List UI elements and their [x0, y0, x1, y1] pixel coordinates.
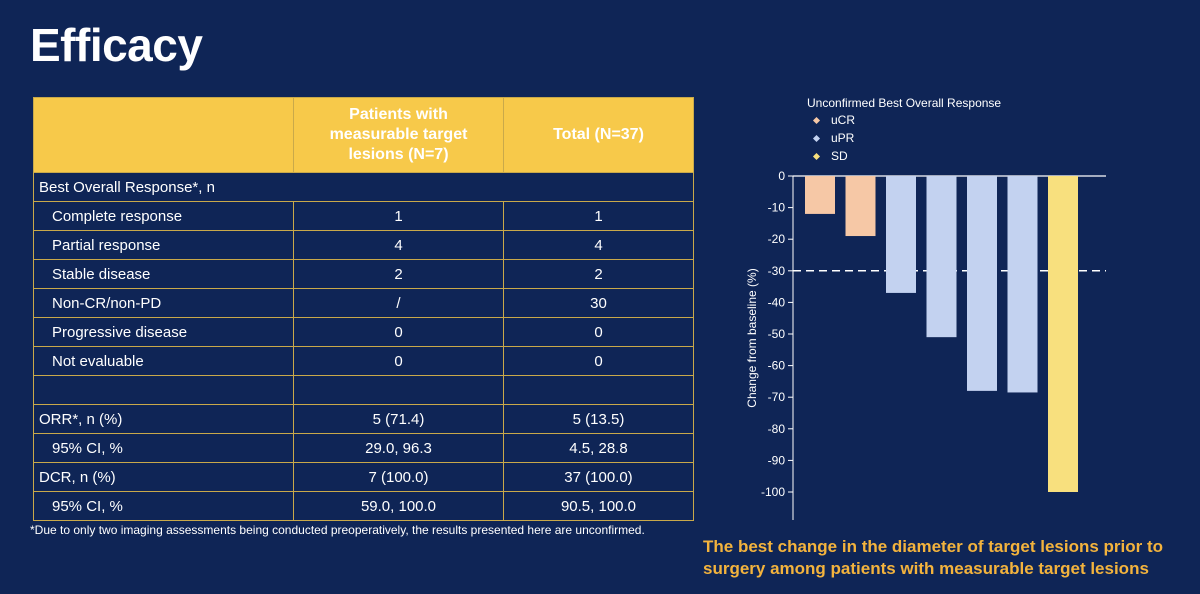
page-title: Efficacy [30, 19, 203, 71]
header-cell-total: Total (N=37) [503, 97, 694, 173]
cell-total: 1 [503, 201, 694, 231]
table-row: Stable disease 2 2 [33, 259, 694, 289]
cell-total: 2 [503, 259, 694, 289]
y-tick-label: -10 [768, 201, 786, 215]
row-label: Stable disease [33, 259, 294, 289]
y-tick-label: -20 [768, 232, 786, 246]
y-tick-label: -40 [768, 295, 786, 309]
bar-1-ucr [805, 176, 835, 214]
cell-measurable: 59.0, 100.0 [293, 491, 504, 521]
y-tick-label: -80 [768, 422, 786, 436]
cell-total: 5 (13.5) [503, 404, 694, 434]
y-tick-label: -30 [768, 264, 786, 278]
row-label: DCR, n (%) [33, 462, 294, 492]
y-axis-label: Change from baseline (%) [745, 268, 759, 407]
bar-6-upr [1007, 176, 1038, 393]
footnote: *Due to only two imaging assessments bei… [30, 523, 645, 537]
row-label: ORR*, n (%) [33, 404, 294, 434]
cell-total: 4 [503, 230, 694, 260]
row-label: Progressive disease [33, 317, 294, 347]
y-tick-label: -100 [761, 485, 785, 499]
row-label: Not evaluable [33, 346, 294, 376]
cell-total: 90.5, 100.0 [503, 491, 694, 521]
y-tick-label: -60 [768, 359, 786, 373]
bar-3-upr [886, 176, 916, 293]
header-cell-measurable: Patients with measurable target lesions … [293, 97, 504, 173]
bar-5-upr [967, 176, 997, 391]
table-row: DCR, n (%) 7 (100.0) 37 (100.0) [33, 462, 694, 492]
cell-measurable: 0 [293, 317, 504, 347]
cell-measurable: 2 [293, 259, 504, 289]
cell-measurable [293, 375, 504, 405]
chart-bars [805, 176, 1078, 492]
table-header-row: Patients with measurable target lesions … [33, 97, 694, 173]
legend-label-upr: uPR [831, 131, 855, 145]
legend-marker-upr [812, 134, 821, 143]
legend-title: Unconfirmed Best Overall Response [807, 96, 1001, 110]
efficacy-table: Patients with measurable target lesions … [33, 97, 694, 521]
cell-total: 4.5, 28.8 [503, 433, 694, 463]
cell-total: 0 [503, 346, 694, 376]
cell-total: 30 [503, 288, 694, 318]
cell-measurable: 29.0, 96.3 [293, 433, 504, 463]
table-row: Non-CR/non-PD/30 [33, 288, 694, 318]
table-row: Complete response 1 1 [33, 201, 694, 231]
row-label: Partial response [33, 230, 294, 260]
row-label: Non-CR/non-PD [33, 288, 294, 318]
cell-measurable: 5 (71.4) [293, 404, 504, 434]
table-row: ORR*, n (%) 5 (71.4) 5 (13.5) [33, 404, 694, 434]
cell-measurable: 7 (100.0) [293, 462, 504, 492]
cell-measurable: 0 [293, 346, 504, 376]
bar-7-sd [1048, 176, 1078, 492]
table-row: 95% CI, % 59.0, 100.0 90.5, 100.0 [33, 491, 694, 521]
legend-label-sd: SD [831, 149, 848, 163]
section-label: Best Overall Response*, n [33, 172, 694, 202]
legend-marker-ucr [812, 116, 821, 125]
row-label: 95% CI, % [33, 491, 294, 521]
table-row: Progressive disease 0 0 [33, 317, 694, 347]
section-row: Best Overall Response*, n [33, 172, 694, 202]
legend-label-ucr: uCR [831, 113, 855, 127]
waterfall-chart: Unconfirmed Best Overall Response uCR uPR S… [745, 96, 1106, 520]
row-label: 95% CI, % [33, 433, 294, 463]
y-tick-label: -90 [768, 453, 786, 467]
bar-2-ucr [845, 176, 876, 237]
y-tick-label: -70 [768, 390, 786, 404]
chart-legend: Unconfirmed Best Overall Response uCR uPR S… [807, 96, 1001, 163]
cell-measurable: 1 [293, 201, 504, 231]
table-row: Not evaluable 0 0 [33, 346, 694, 376]
efficacy-table-container: Patients with measurable target lesions … [33, 97, 694, 521]
legend-marker-sd [812, 152, 821, 161]
table-row-blank [33, 375, 694, 405]
bar-4-upr [926, 176, 957, 338]
row-label [33, 375, 294, 405]
cell-measurable: 4 [293, 230, 504, 260]
row-label: Complete response [33, 201, 294, 231]
table-row: Partial response 4 4 [33, 230, 694, 260]
table-row: 95% CI, % 29.0, 96.3 4.5, 28.8 [33, 433, 694, 463]
cell-total: 0 [503, 317, 694, 347]
y-tick-label: 0 [778, 169, 785, 183]
header-cell-blank [33, 97, 294, 173]
cell-total: 37 (100.0) [503, 462, 694, 492]
chart-axes: 0 -10 -20 -30 -40 -50 -60 -70 -80 -90 -100 Change f… [745, 169, 1106, 520]
y-tick-label: -50 [768, 327, 786, 341]
cell-measurable: / [293, 288, 504, 318]
cell-total [503, 375, 694, 405]
chart-caption: The best change in the diameter of targe… [703, 537, 1164, 578]
